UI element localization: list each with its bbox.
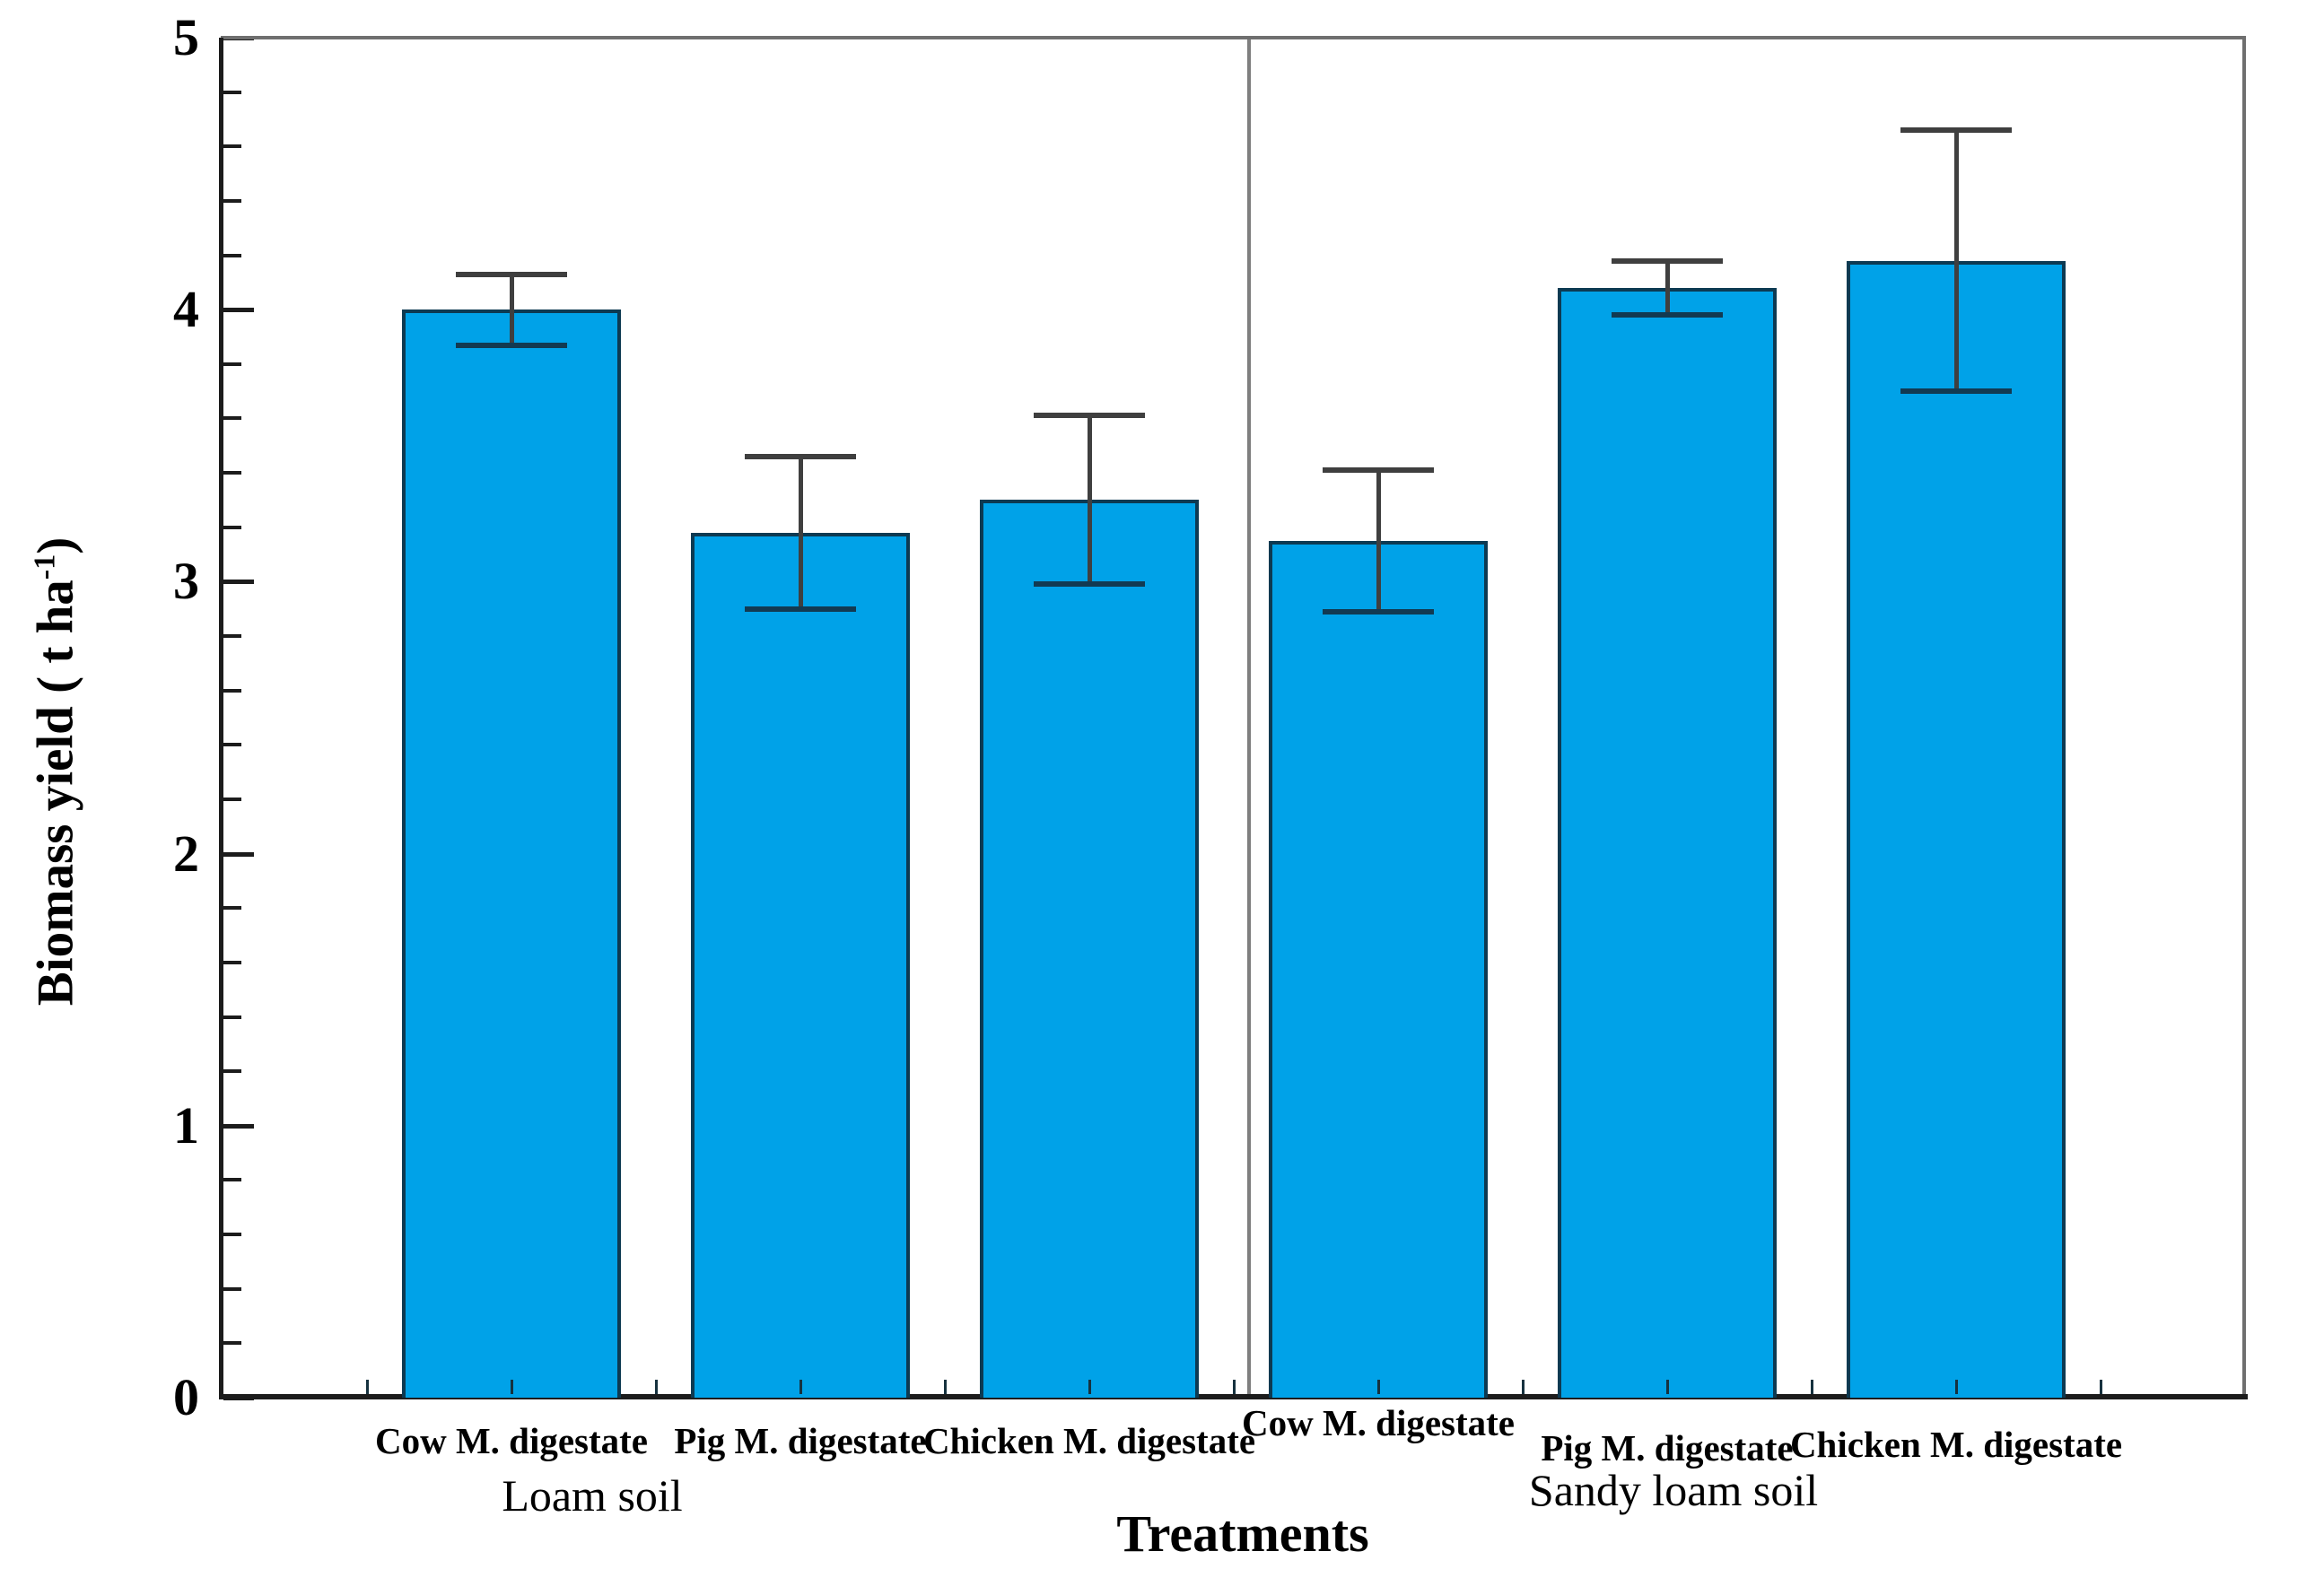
y-axis-minor-tick (223, 1341, 241, 1346)
x-tick-label-loam-chicken-m-digestate: Chicken M. digestate (922, 1420, 1256, 1461)
error-bar-line (1376, 470, 1381, 612)
y-tick-label-4: 4 (173, 280, 199, 339)
y-axis-minor-tick (223, 144, 241, 149)
error-bar-top-cap (1900, 127, 2012, 134)
x-tick-label-sandy-loam-cow-m-digestate: Cow M. digestate (1241, 1402, 1516, 1443)
y-axis-major-tick (223, 580, 254, 585)
error-bar-line (1088, 415, 1092, 585)
x-axis-tick (2100, 1380, 2102, 1394)
y-axis-major-tick (223, 851, 254, 857)
x-axis-line (219, 1394, 2248, 1399)
x-axis-tick (1088, 1380, 1091, 1394)
error-bar-line (510, 274, 514, 345)
error-bar-line (1954, 130, 1959, 392)
x-axis-tick (1666, 1380, 1669, 1394)
x-tick-label-loam-cow-m-digestate: Cow M. digestate (374, 1420, 649, 1461)
y-axis-minor-tick (223, 634, 241, 639)
y-axis-minor-tick (223, 688, 241, 693)
y-axis-minor-tick (223, 743, 241, 747)
x-tick-label-sandy-loam-pig-m-digestate: Pig M. digestate (1541, 1427, 1794, 1469)
error-bar-line (799, 456, 803, 609)
plot-area (219, 36, 2248, 1400)
y-axis-major-tick (223, 1123, 254, 1129)
y-axis-minor-tick (223, 906, 241, 911)
bar-loam-cow-m-digestate (402, 309, 621, 1398)
error-bar-top-cap (1612, 257, 1723, 264)
y-axis-minor-tick (223, 1015, 241, 1019)
y-tick-label-5: 5 (173, 8, 199, 66)
error-bar-top-cap (456, 271, 567, 277)
bar-sandy-loam-pig-m-digestate (1558, 287, 1777, 1398)
y-axis-minor-tick (223, 797, 241, 801)
y-tick-label-0: 0 (173, 1368, 199, 1426)
bar-loam-chicken-m-digestate (980, 500, 1199, 1398)
y-axis-major-tick (223, 308, 254, 313)
group-divider-line (1247, 38, 1251, 1394)
x-tick-label-sandy-loam-chicken-m-digestate: Chicken M. digestate (1789, 1424, 2123, 1465)
error-bar-bottom-cap (1612, 312, 1723, 318)
y-axis-title: Biomass yield ( t ha-1) (27, 537, 85, 1007)
x-axis-tick (1811, 1380, 1813, 1394)
x-axis-tick (511, 1380, 513, 1394)
error-bar-top-cap (745, 453, 856, 459)
error-bar-top-cap (1034, 413, 1145, 419)
x-axis-tick (1377, 1380, 1380, 1394)
error-bar-bottom-cap (1323, 608, 1434, 615)
y-axis-minor-tick (223, 90, 241, 94)
y-axis-minor-tick (223, 1286, 241, 1291)
y-axis-minor-tick (223, 1178, 241, 1182)
y-axis-minor-tick (223, 525, 241, 529)
y-axis-line (219, 38, 223, 1398)
y-axis-minor-tick (223, 960, 241, 964)
x-axis-tick (944, 1380, 947, 1394)
group-label-loam-soil: Loam soil (502, 1470, 683, 1521)
x-axis-tick (799, 1380, 802, 1394)
x-axis-tick (655, 1380, 658, 1394)
error-bar-bottom-cap (1034, 581, 1145, 588)
x-axis-tick (1955, 1380, 1958, 1394)
x-tick-label-loam-pig-m-digestate: Pig M. digestate (674, 1420, 927, 1461)
error-bar-line (1665, 260, 1670, 316)
y-tick-label-3: 3 (173, 552, 199, 611)
error-bar-top-cap (1323, 467, 1434, 474)
error-bar-bottom-cap (745, 606, 856, 612)
y-axis-minor-tick (223, 362, 241, 366)
x-axis-tick (1233, 1380, 1236, 1394)
y-tick-label-1: 1 (173, 1095, 199, 1155)
plot-frame-top (221, 36, 2245, 39)
bar-sandy-loam-cow-m-digestate (1269, 540, 1488, 1398)
error-bar-bottom-cap (456, 342, 567, 348)
y-axis-title-text: Biomass yield ( t ha (27, 580, 84, 1007)
y-axis-minor-tick (223, 198, 241, 203)
plot-frame-right (2242, 36, 2246, 1399)
error-bar-bottom-cap (1900, 388, 2012, 395)
y-tick-label-2: 2 (173, 824, 199, 883)
group-label-sandy-loam-soil: Sandy loam soil (1528, 1465, 1819, 1515)
bar-loam-pig-m-digestate (691, 532, 910, 1398)
bar-sandy-loam-chicken-m-digestate (1847, 260, 2066, 1398)
y-axis-minor-tick (223, 1069, 241, 1074)
y-axis-title-superscript: -1 (28, 554, 62, 580)
y-axis-minor-tick (223, 1233, 241, 1237)
x-axis-title: Treatments (1116, 1504, 1369, 1563)
y-axis-minor-tick (223, 471, 241, 475)
x-axis-tick (366, 1380, 369, 1394)
y-axis-minor-tick (223, 416, 241, 421)
y-axis-title-close-paren: ) (27, 536, 84, 554)
y-axis-minor-tick (223, 253, 241, 257)
x-axis-tick (1522, 1380, 1525, 1394)
